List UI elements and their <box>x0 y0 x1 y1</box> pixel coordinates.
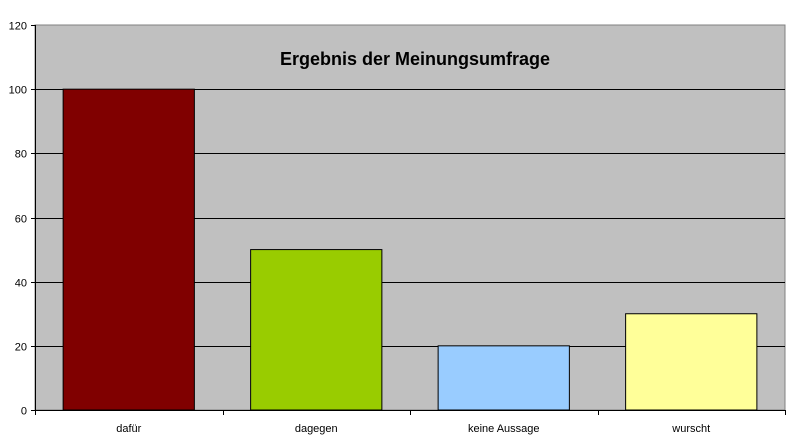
x-tick-label: wurscht <box>671 423 710 435</box>
chart-title: Ergebnis der Meinungsumfrage <box>280 49 550 69</box>
y-tick-label: 40 <box>15 278 27 290</box>
x-tick-label: dafür <box>116 423 141 435</box>
y-tick-label: 100 <box>9 85 27 97</box>
y-tick-label: 0 <box>21 406 27 418</box>
y-tick-label: 20 <box>15 342 27 354</box>
bar-2 <box>250 249 383 411</box>
x-tick-label: dagegen <box>295 423 338 435</box>
x-tick-labels: dafür dagegen keine Aussage wurscht <box>116 423 710 435</box>
y-tick-label: 80 <box>15 149 27 161</box>
y-tick-label: 60 <box>15 214 27 226</box>
bar-1 <box>62 88 195 411</box>
bar-4 <box>625 313 758 411</box>
y-tick-label: 120 <box>9 21 27 33</box>
bar-3 <box>437 345 570 411</box>
axes <box>35 25 786 415</box>
bars <box>62 88 758 411</box>
x-tick-label: keine Aussage <box>468 423 540 435</box>
y-tick-labels: 0 20 40 60 80 100 120 <box>9 21 35 418</box>
